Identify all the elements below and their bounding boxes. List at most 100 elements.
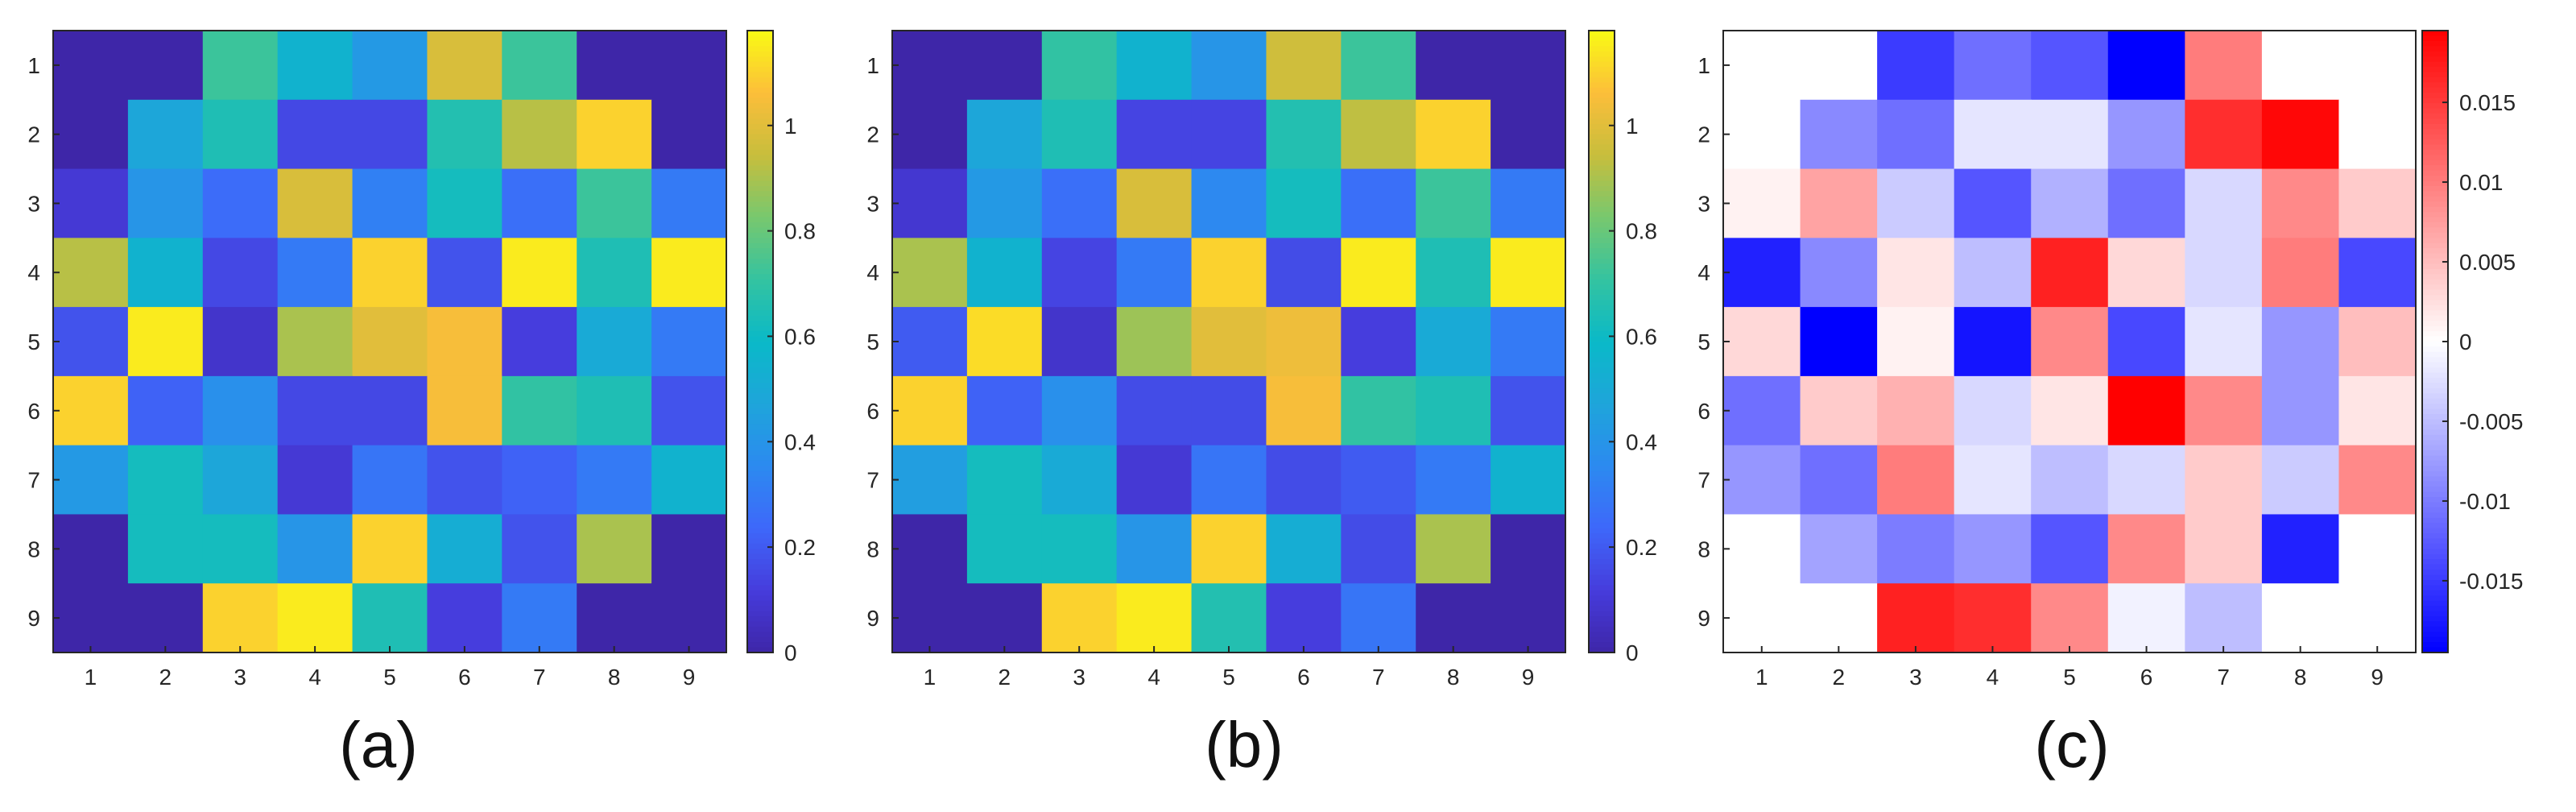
colorbar-segment <box>747 227 773 234</box>
colorbar-segment <box>747 51 773 57</box>
colorbar-segment <box>747 342 773 348</box>
heatmap-cell <box>53 514 129 584</box>
colorbar-segment <box>1589 118 1615 125</box>
heatmap-cell <box>2261 238 2340 308</box>
heatmap-cell <box>127 238 204 308</box>
x-tick-label: 1 <box>1755 665 1768 690</box>
colorbar-segment <box>1589 263 1615 270</box>
colorbar-segment <box>1589 310 1615 317</box>
colorbar-segment <box>1589 217 1615 223</box>
heatmap-cell <box>2107 445 2185 516</box>
colorbar-segment <box>1589 538 1615 545</box>
colorbar-segment <box>747 538 773 545</box>
colorbar-segment <box>1589 61 1615 68</box>
colorbar-segment <box>747 155 773 161</box>
heatmap-cell <box>1191 31 1267 101</box>
colorbar-tick-label: 0.01 <box>2459 170 2504 195</box>
colorbar-segment <box>747 149 773 155</box>
heatmap-cell <box>577 583 652 653</box>
colorbar-segment <box>747 512 773 519</box>
colorbar-segment <box>747 570 773 576</box>
heatmap-cell <box>1416 31 1491 101</box>
heatmap-cell <box>127 583 204 653</box>
heatmap-cell <box>1877 238 1955 308</box>
colorbar-segment <box>747 346 773 353</box>
heatmap-cell <box>2031 583 2109 653</box>
colorbar-segment <box>747 56 773 63</box>
heatmap-cell <box>1191 375 1267 446</box>
colorbar-segment <box>1589 351 1615 358</box>
heatmap-cell <box>1341 31 1416 101</box>
heatmap-cell <box>127 99 204 170</box>
colorbar-segment <box>1589 123 1615 130</box>
colorbar-segment <box>2422 523 2448 529</box>
y-tick-label: 4 <box>1697 260 1710 285</box>
heatmap-cell <box>651 375 727 446</box>
colorbar-tick-label: 1 <box>1626 114 1639 139</box>
heatmap-cell <box>1266 445 1342 516</box>
y-tick-label: 1 <box>27 53 40 78</box>
y-tick-label: 2 <box>1697 122 1710 147</box>
heatmap-cell <box>1266 514 1342 584</box>
heatmap-cell <box>502 445 577 516</box>
colorbar-segment <box>1589 408 1615 415</box>
colorbar-segment <box>747 201 773 208</box>
colorbar-segment <box>2422 512 2448 519</box>
colorbar-segment <box>1589 357 1615 363</box>
heatmap-cell <box>1116 31 1193 101</box>
colorbar-segment <box>1589 481 1615 487</box>
heatmap-cell <box>1191 238 1267 308</box>
colorbar-tick-label: 0.005 <box>2459 250 2516 275</box>
colorbar-tick-label: 0 <box>784 640 797 665</box>
heatmap-cell <box>2107 583 2185 653</box>
heatmap-cell <box>966 99 1043 170</box>
colorbar-segment <box>747 440 773 446</box>
heatmap-cell <box>1041 514 1118 584</box>
colorbar-segment <box>747 585 773 591</box>
colorbar-segment <box>1589 636 1615 643</box>
heatmap-cell <box>427 99 502 170</box>
colorbar-segment <box>2422 647 2448 653</box>
heatmap-cell <box>277 238 354 308</box>
colorbar-segment <box>1589 206 1615 213</box>
colorbar-segment <box>1589 507 1615 513</box>
colorbar-segment <box>747 351 773 358</box>
colorbar-segment <box>747 310 773 317</box>
colorbar-segment <box>1589 67 1615 73</box>
colorbar-segment <box>1589 621 1615 628</box>
heatmap-cell <box>427 583 502 653</box>
colorbar-segment <box>1589 103 1615 110</box>
panel-caption: (b) <box>1205 709 1284 781</box>
heatmap-cell <box>2185 307 2263 377</box>
colorbar-segment <box>747 123 773 130</box>
x-tick-label: 9 <box>683 665 696 690</box>
colorbar-segment <box>1589 362 1615 368</box>
colorbar-segment <box>1589 579 1615 586</box>
colorbar-segment <box>747 414 773 420</box>
colorbar-segment <box>1589 487 1615 493</box>
colorbar-segment <box>1589 398 1615 404</box>
colorbar-segment <box>2422 206 2448 213</box>
heatmap-cell <box>1877 445 1955 516</box>
colorbar-tick-label: 0.6 <box>784 324 816 349</box>
colorbar-segment <box>1589 615 1615 622</box>
heatmap-cell <box>127 168 204 238</box>
colorbar-segment <box>2422 134 2448 140</box>
colorbar-segment <box>1589 289 1615 296</box>
colorbar-segment <box>1589 346 1615 353</box>
colorbar-segment <box>1589 414 1615 420</box>
colorbar-segment <box>2422 404 2448 410</box>
colorbar-segment <box>1589 325 1615 332</box>
heatmap-cell <box>277 307 354 377</box>
heatmap-cell <box>1800 168 1878 238</box>
colorbar-tick-label: 0 <box>2459 329 2472 354</box>
heatmap-cell <box>1041 99 1118 170</box>
heatmap-cell <box>352 238 428 308</box>
heatmap-cell <box>1800 375 1878 446</box>
heatmap-cell <box>1341 514 1416 584</box>
colorbar-segment <box>2422 429 2448 436</box>
heatmap-cell <box>202 514 279 584</box>
heatmap-cell <box>53 99 129 170</box>
y-tick-label: 8 <box>866 536 879 561</box>
heatmap-cell <box>53 583 129 653</box>
